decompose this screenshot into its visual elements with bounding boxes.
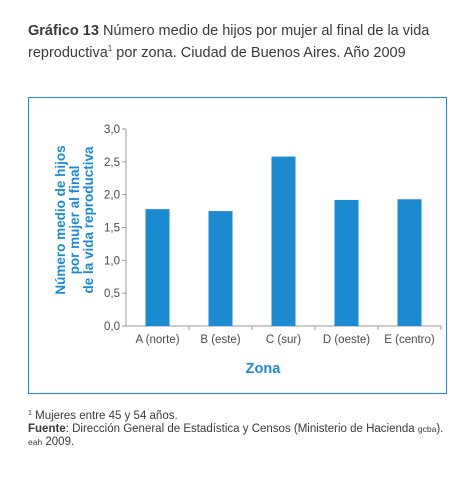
x-tick-label: E (centro) xyxy=(384,334,435,346)
x-axis-ticks: A (norte) B (este) C (sur) D (oeste) E (cent… xyxy=(135,326,442,346)
bar xyxy=(145,209,170,326)
footnote-ref: 1 xyxy=(28,410,32,417)
bar xyxy=(334,199,359,326)
y-tick-label: 2,5 xyxy=(104,157,120,169)
y-axis-title-line-1: Número medio de hijos xyxy=(53,145,68,294)
bar xyxy=(397,199,422,326)
y-axis-title-line-2: por mujer al final xyxy=(67,166,82,275)
caption-text-b: por zona. Ciudad de Buenos Aires. Año 20… xyxy=(112,45,406,61)
chart-caption: Gráfico 13 Número medio de hijos por muj… xyxy=(28,22,448,62)
chart-frame: Número medio de hijos por mujer al final… xyxy=(28,97,447,394)
y-axis-ticks: 0,0 0,5 1,0 1,5 2,0 2,5 3,0 xyxy=(104,124,126,333)
source-text-a: : Dirección General de Estadística y Cen… xyxy=(65,423,418,435)
x-tick-label: C (sur) xyxy=(266,334,301,346)
footnote: 1 Mujeres entre 45 y 54 años. xyxy=(28,407,448,423)
x-tick-label: B (este) xyxy=(200,334,240,346)
x-tick-label: D (oeste) xyxy=(323,334,370,346)
x-tick-label: A (norte) xyxy=(135,334,179,346)
x-axis-title: Zona xyxy=(246,361,282,377)
y-tick-label: 2,0 xyxy=(104,190,120,202)
source-text-c: 2009. xyxy=(42,436,75,448)
y-tick-label: 3,0 xyxy=(104,124,120,136)
caption-note-ref: 1 xyxy=(107,44,113,53)
source-eah: EAH xyxy=(28,437,43,447)
y-tick-label: 0,0 xyxy=(104,321,120,333)
source-note: Fuente: Dirección General de Estadística… xyxy=(28,423,448,449)
y-tick-label: 1,5 xyxy=(104,223,120,235)
chart-notes: 1 Mujeres entre 45 y 54 años. Fuente: Di… xyxy=(28,407,448,449)
footnote-text: Mujeres entre 45 y 54 años. xyxy=(35,410,178,422)
y-tick-label: 0,5 xyxy=(104,288,120,300)
caption-lead: Gráfico 13 xyxy=(28,23,99,39)
source-gcba: GCBA xyxy=(417,424,437,434)
chart-bars xyxy=(145,156,422,326)
bar xyxy=(208,211,233,326)
source-label: Fuente xyxy=(28,423,66,435)
bar-chart: Número medio de hijos por mujer al final… xyxy=(53,124,442,377)
y-axis-title-line-3: de la vida reproductiva xyxy=(81,146,96,294)
bar xyxy=(271,156,296,326)
source-text-b: ). xyxy=(436,423,444,435)
y-axis-title: Número medio de hijos por mujer al final… xyxy=(53,145,96,294)
caption-text-a: Número medio de hijos por mujer al final… xyxy=(28,23,430,61)
y-tick-label: 1,0 xyxy=(104,255,120,267)
